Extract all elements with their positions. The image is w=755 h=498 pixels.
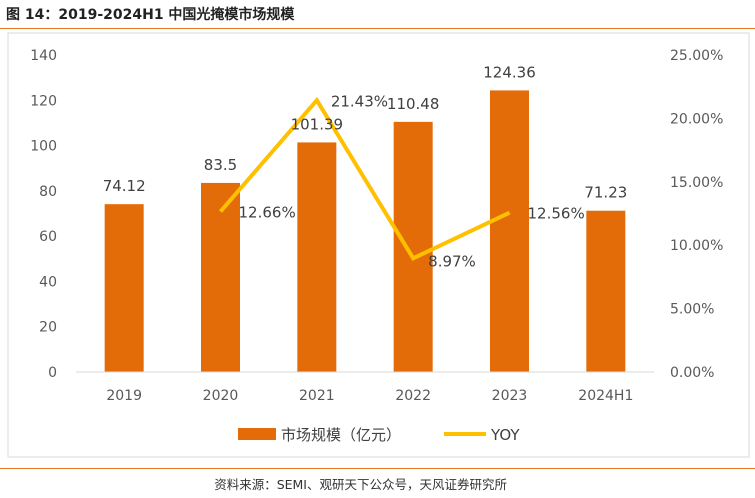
x-axis-tick: 2020 — [203, 388, 239, 404]
yoy-line — [218, 96, 511, 261]
chart-border — [7, 32, 750, 458]
yoy-line-series — [218, 96, 511, 261]
left-axis-tick: 20 — [39, 320, 57, 336]
figure-title: 图 14：2019-2024H1 中国光掩模市场规模 — [6, 7, 295, 23]
bar-2023 — [490, 90, 529, 373]
x-axis-ticks: 2019 2020 2021 2022 2023 2024H1 — [106, 388, 633, 404]
title-divider — [0, 28, 755, 29]
x-axis-tick: 2021 — [299, 388, 335, 404]
x-axis-tick: 2024H1 — [578, 388, 633, 404]
bar-series — [104, 90, 626, 373]
left-axis-tick: 100 — [30, 139, 57, 155]
left-axis-tick: 60 — [39, 229, 57, 245]
legend-line-label: YOY — [490, 426, 520, 444]
line-data-labels: 12.66% 21.43% 8.97% 12.56% — [239, 92, 585, 270]
bar-data-labels: 74.12 83.5 101.39 110.48 124.36 71.23 — [103, 63, 628, 201]
left-axis-ticks: 0 20 40 60 80 100 120 140 — [30, 48, 57, 381]
x-axis-tick: 2019 — [106, 388, 142, 404]
left-axis-tick: 40 — [39, 274, 57, 290]
bar-value-label: 83.5 — [204, 156, 237, 174]
bar-value-label: 74.12 — [103, 177, 146, 195]
right-axis-tick: 15.00% — [670, 175, 723, 191]
yoy-value-label: 8.97% — [428, 252, 476, 270]
bar-2022 — [393, 121, 433, 373]
right-axis-tick: 5.00% — [670, 302, 714, 318]
yoy-value-label: 12.66% — [239, 203, 296, 221]
legend: 市场规模（亿元） YOY — [238, 426, 520, 444]
bar-2024H1 — [586, 210, 626, 372]
right-axis-tick: 10.00% — [670, 238, 723, 254]
legend-bar-label: 市场规模（亿元） — [281, 426, 401, 444]
left-axis-tick: 80 — [39, 184, 57, 200]
source-note: 资料来源：SEMI、观研天下公众号，天风证券研究所 — [214, 477, 507, 492]
footer-divider — [0, 468, 755, 469]
yoy-value-label: 21.43% — [331, 92, 388, 110]
bar-2020 — [201, 182, 240, 372]
bar-2019 — [104, 204, 144, 372]
left-axis-tick: 140 — [30, 48, 57, 64]
right-axis-tick: 20.00% — [670, 111, 723, 127]
bar-value-label: 101.39 — [291, 115, 344, 133]
x-axis-tick: 2023 — [492, 388, 528, 404]
right-axis-tick: 25.00% — [670, 48, 723, 64]
bar-value-label: 71.23 — [584, 184, 627, 202]
right-axis-tick: 0.00% — [670, 365, 714, 381]
bar-value-label: 110.48 — [387, 95, 440, 113]
legend-bar-swatch — [238, 428, 276, 440]
left-axis-tick: 0 — [48, 365, 57, 381]
yoy-value-label: 12.56% — [528, 205, 585, 223]
right-axis-ticks: 0.00% 5.00% 10.00% 15.00% 20.00% 25.00% — [670, 48, 723, 381]
x-axis-tick: 2022 — [395, 388, 431, 404]
bar-value-label: 124.36 — [483, 63, 536, 81]
left-axis-tick: 120 — [30, 93, 57, 109]
bar-2021 — [297, 142, 337, 372]
